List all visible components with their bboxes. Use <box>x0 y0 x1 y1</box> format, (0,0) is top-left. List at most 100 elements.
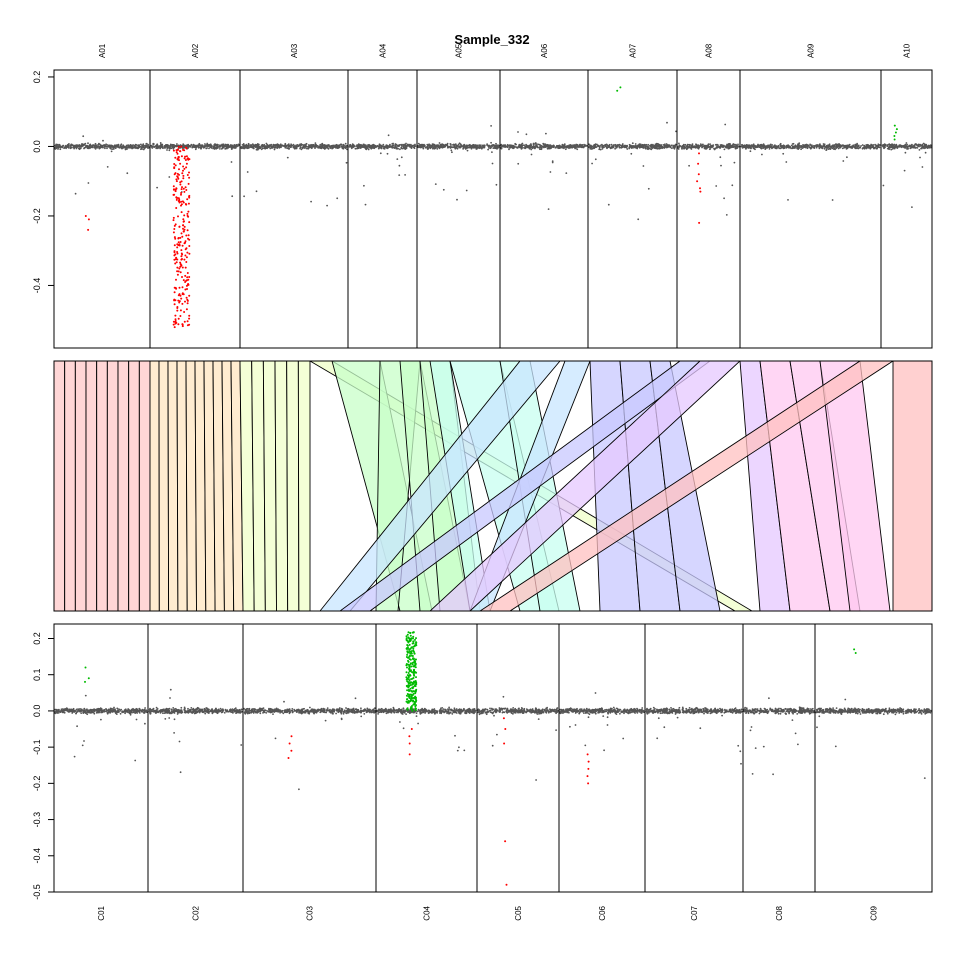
y-tick-label: 0.0 <box>32 140 42 153</box>
data-point <box>231 144 234 147</box>
data-point <box>521 147 524 149</box>
data-point <box>665 145 668 148</box>
outlier-point <box>761 153 763 156</box>
data-point <box>492 147 495 150</box>
outlier-point <box>734 145 736 148</box>
data-point <box>115 713 118 715</box>
data-point <box>903 146 906 149</box>
loss-point <box>185 155 188 158</box>
loss-point <box>173 303 176 306</box>
synteny-ribbon <box>286 360 300 612</box>
gain-point <box>619 86 622 89</box>
data-point <box>423 145 425 147</box>
data-point <box>662 144 665 146</box>
data-point <box>563 143 566 146</box>
data-point <box>886 144 889 147</box>
outlier-point <box>168 176 171 178</box>
data-point <box>430 146 432 149</box>
loss-point <box>173 224 176 227</box>
synteny-ribbon <box>149 360 160 612</box>
data-point <box>127 711 129 714</box>
data-point <box>121 146 124 148</box>
data-point <box>696 146 698 149</box>
data-point <box>300 143 303 145</box>
loss-point <box>696 180 699 183</box>
loss-point <box>176 252 179 255</box>
data-point <box>715 147 718 149</box>
data-point <box>307 147 310 150</box>
data-point <box>191 708 194 711</box>
outlier-point <box>75 147 78 150</box>
data-point <box>75 712 77 715</box>
loss-point <box>178 286 181 289</box>
loss-point <box>172 188 175 191</box>
data-point <box>240 710 243 713</box>
data-point <box>90 709 93 711</box>
data-point <box>620 146 623 149</box>
loss-point <box>188 252 191 255</box>
data-point <box>370 145 372 148</box>
data-point <box>767 144 769 147</box>
data-point <box>599 148 602 151</box>
data-point <box>805 143 808 146</box>
data-point <box>823 143 826 146</box>
outlier-point <box>545 132 547 135</box>
data-point <box>647 148 649 151</box>
loss-point <box>186 320 189 323</box>
outlier-point <box>911 206 913 209</box>
loss-point <box>182 230 185 233</box>
data-point <box>129 146 132 148</box>
data-point <box>776 146 779 148</box>
data-point <box>705 147 708 150</box>
data-point <box>100 145 102 148</box>
data-point <box>912 145 915 148</box>
data-point <box>703 144 706 147</box>
outlier-point <box>73 755 76 758</box>
outlier-point <box>179 771 182 774</box>
data-point <box>671 144 673 147</box>
data-point <box>119 712 122 715</box>
data-point <box>65 707 68 710</box>
data-point <box>717 146 720 148</box>
loss-point <box>181 286 184 289</box>
data-point <box>57 712 60 714</box>
outlier-point <box>398 164 401 167</box>
data-point <box>764 148 767 151</box>
data-point <box>223 711 226 714</box>
loss-point <box>179 241 182 243</box>
synteny-ribbon <box>64 360 76 612</box>
data-point <box>173 712 176 714</box>
data-point <box>161 709 163 712</box>
data-point <box>345 146 348 149</box>
data-point <box>695 143 697 146</box>
outlier-point <box>491 162 494 165</box>
data-point <box>544 143 546 145</box>
loss-point <box>180 258 183 261</box>
data-point <box>340 146 342 148</box>
data-point <box>583 143 585 146</box>
loss-point <box>180 204 182 207</box>
data-point <box>683 147 685 150</box>
data-point <box>324 147 327 150</box>
outlier-point <box>495 183 498 186</box>
bottom-points <box>54 631 932 886</box>
outlier-point <box>434 183 437 186</box>
data-point <box>785 144 788 147</box>
data-point <box>209 143 212 146</box>
data-point <box>149 712 152 715</box>
data-point <box>570 146 573 149</box>
data-point <box>426 147 429 150</box>
loss-point <box>174 156 177 159</box>
data-point <box>189 710 192 712</box>
data-point <box>344 142 347 145</box>
data-point <box>904 143 907 146</box>
data-point <box>848 143 851 146</box>
data-point <box>101 711 104 714</box>
data-point <box>454 147 457 150</box>
data-point <box>121 710 124 713</box>
data-point <box>119 710 121 712</box>
data-point <box>211 708 214 711</box>
data-point <box>120 143 123 146</box>
data-point <box>859 146 862 149</box>
